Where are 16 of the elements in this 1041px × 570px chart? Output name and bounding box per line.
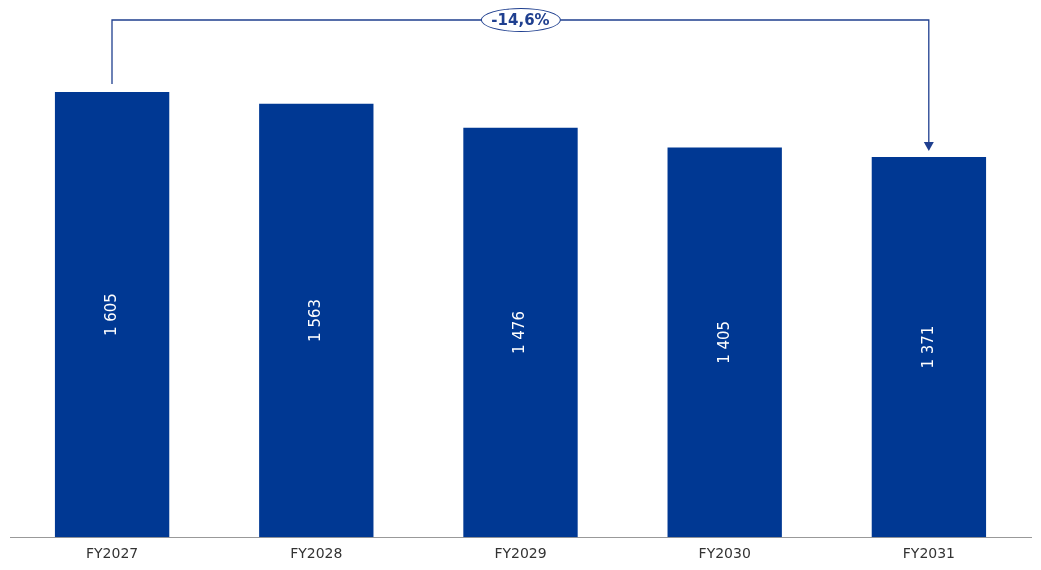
x-tick-label: FY2027 xyxy=(85,545,139,562)
data-label: 1 563 xyxy=(306,298,325,342)
text: -14,6% xyxy=(480,8,561,32)
x-tick-label: FY2030 xyxy=(698,545,751,562)
x-tick-label: FY2031 xyxy=(902,545,956,562)
data-label: 1 371 xyxy=(918,325,937,369)
bar xyxy=(667,147,782,538)
x-tick-label: FY2029 xyxy=(494,545,547,562)
data-label: 1 476 xyxy=(510,311,529,354)
bar xyxy=(871,156,987,538)
data-label: 1 605 xyxy=(101,293,120,337)
bar xyxy=(54,92,170,538)
bar xyxy=(259,103,374,538)
data-label: 1 405 xyxy=(714,320,733,364)
bar xyxy=(463,127,578,538)
x-tick-label: FY2028 xyxy=(290,545,343,562)
